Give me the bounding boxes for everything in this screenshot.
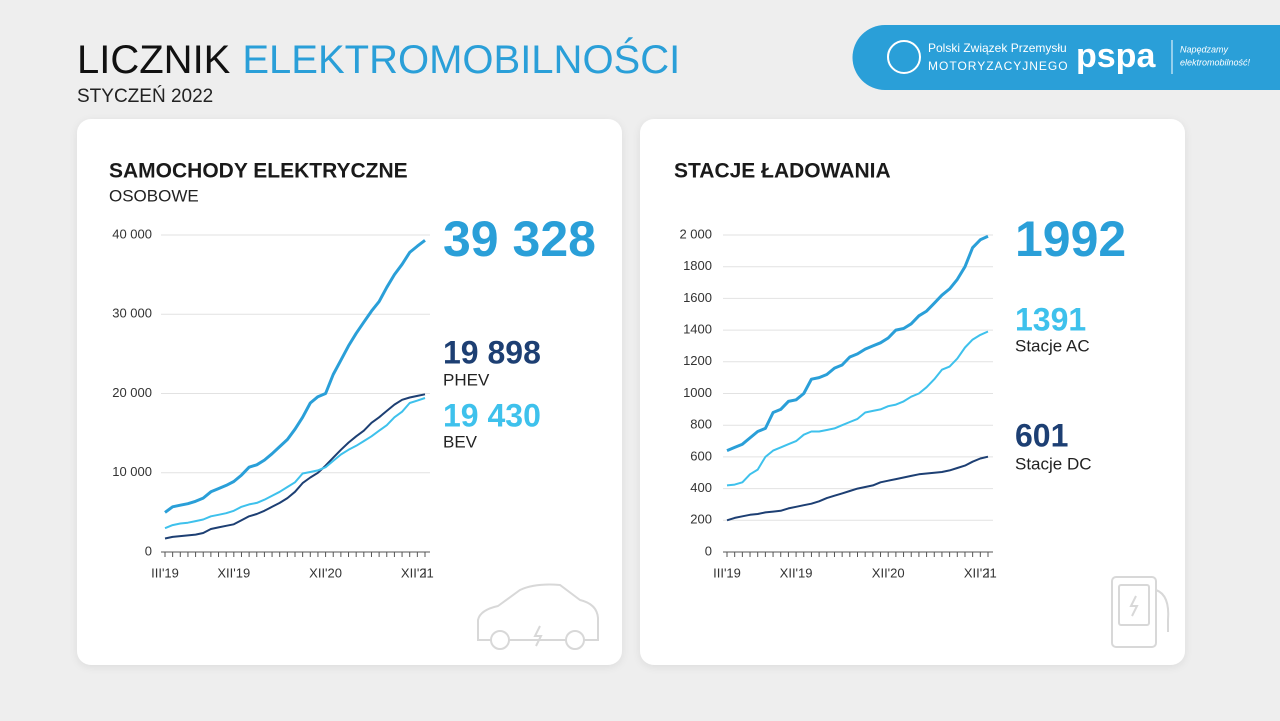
logo-text: Polski Związek Przemysłu [928, 41, 1067, 55]
series-line [726, 234, 989, 452]
logo-pspa: pspa [1076, 37, 1156, 75]
x-tick-label: III'19 [151, 565, 179, 580]
series-line [164, 239, 426, 514]
chart-title: STACJE ŁADOWANIA [674, 160, 891, 183]
y-tick-label: 40 000 [112, 226, 152, 241]
x-tick-label: I [986, 565, 990, 580]
y-tick-label: 1800 [683, 258, 712, 273]
logo-tag: elektromobilność! [1180, 57, 1251, 67]
y-tick-label: 2 000 [679, 226, 712, 241]
y-tick-label: 600 [690, 448, 712, 463]
x-tick-label: III'19 [713, 565, 741, 580]
legend-label: Stacje AC [1015, 336, 1090, 355]
x-tick-label: I [423, 565, 427, 580]
pzpm-icon [887, 40, 921, 74]
x-tick-label: XII'20 [309, 565, 342, 580]
value-label: 19 898 [443, 334, 541, 370]
series-line [164, 393, 426, 540]
series-line [726, 455, 989, 522]
value-label: 39 328 [443, 211, 596, 267]
series-line [164, 397, 426, 530]
y-tick-label: 800 [690, 417, 712, 432]
y-tick-label: 1400 [683, 322, 712, 337]
logo-banner [852, 25, 1280, 90]
card [640, 119, 1185, 665]
y-tick-label: 30 000 [112, 306, 152, 321]
logo-tag: Napędzamy [1180, 44, 1229, 54]
logo-text: MOTORYZACYJNEGO [928, 59, 1069, 73]
car-icon [477, 583, 599, 650]
subtitle: STYCZEŃ 2022 [77, 86, 213, 107]
y-tick-label: 1600 [683, 290, 712, 305]
value-label: 1391 [1015, 301, 1086, 337]
x-tick-label: XII'21 [401, 565, 434, 580]
value-label: 19 430 [443, 397, 541, 433]
charger-icon [1111, 576, 1170, 648]
legend-label: Stacje DC [1015, 454, 1092, 473]
y-tick-label: 1200 [683, 353, 712, 368]
y-tick-label: 1000 [683, 385, 712, 400]
y-tick-label: 200 [690, 512, 712, 527]
series-line [726, 330, 989, 487]
x-tick-label: XII'20 [872, 565, 905, 580]
value-label: 601 [1015, 417, 1068, 453]
legend-label: BEV [443, 432, 478, 451]
x-tick-label: XII'19 [780, 565, 813, 580]
chart-subtitle: OSOBOWE [109, 186, 199, 205]
y-tick-label: 20 000 [112, 385, 152, 400]
y-tick-label: 10 000 [112, 464, 152, 479]
y-tick-label: 0 [145, 543, 152, 558]
value-label: 1992 [1015, 211, 1126, 267]
x-tick-label: XII'19 [217, 565, 250, 580]
chart-title: SAMOCHODY ELEKTRYCZNE [109, 160, 408, 183]
y-tick-label: 400 [690, 480, 712, 495]
title-blue: ELEKTROMOBILNOŚCI [242, 36, 680, 82]
legend-label: PHEV [443, 370, 490, 389]
title: LICZNIK ELEKTROMOBILNOŚCI [77, 36, 680, 82]
title-black: LICZNIK [77, 38, 231, 82]
x-tick-label: XII'21 [964, 565, 997, 580]
y-tick-label: 0 [705, 543, 712, 558]
